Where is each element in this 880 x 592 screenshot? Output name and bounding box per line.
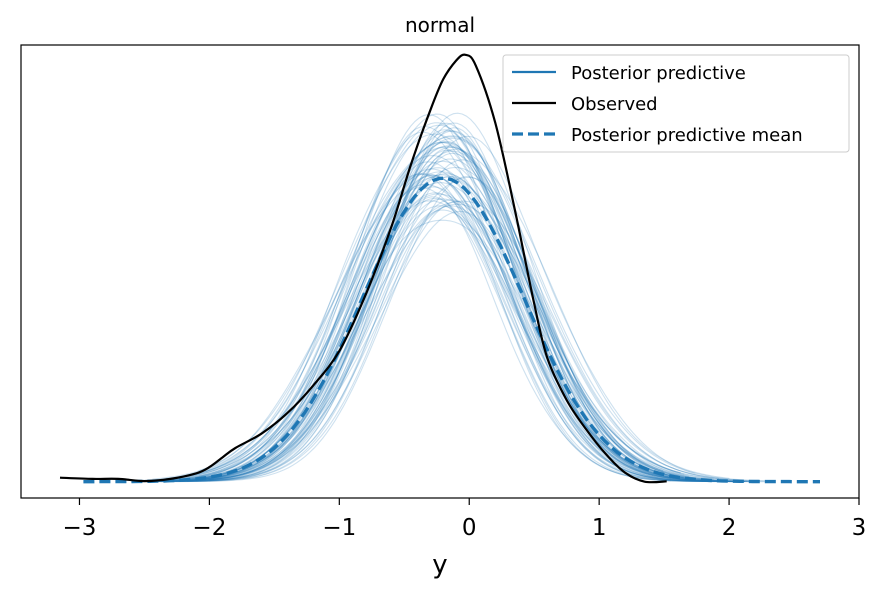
posterior-predictive-sample-line: [162, 140, 733, 483]
posterior-predictive-mean-line: [83, 176, 820, 484]
posterior-predictive-sample-line: [196, 197, 671, 482]
posterior-predictive-sample-line: [131, 176, 664, 483]
posterior-predictive-sample-line: [200, 198, 692, 481]
legend-label-posterior-predictive-mean: Posterior predictive mean: [571, 125, 803, 146]
posterior-predictive-sample-line: [199, 147, 740, 483]
x-tick-label: −2: [192, 515, 226, 541]
posterior-predictive-sample-line: [139, 173, 695, 482]
posterior-predictive-sample-line: [167, 146, 730, 480]
x-axis: −3 −2 −1 0 1 2 3: [63, 498, 867, 541]
posterior-predictive-sample-line: [165, 167, 688, 480]
posterior-predictive-sample-line: [195, 130, 741, 483]
observed-layer: [59, 53, 667, 484]
chart-title: normal: [405, 13, 475, 37]
posterior-predictive-sample-line: [209, 158, 731, 482]
legend: Posterior predictive Observed Posterior …: [502, 54, 850, 153]
posterior-predictive-sample-line: [162, 114, 704, 482]
posterior-predictive-sample-line: [191, 136, 696, 476]
x-tick-label: 1: [592, 515, 607, 541]
posterior-predictive-sample-line: [156, 219, 734, 482]
posterior-predictive-sample-line: [134, 205, 757, 483]
posterior-predictive-sample-line: [152, 125, 690, 480]
posterior-predictive-sample-line: [179, 148, 689, 482]
x-tick-label: −1: [322, 515, 356, 541]
posterior-predictive-sample-line: [209, 122, 741, 483]
posterior-predictive-sample-line: [199, 124, 701, 482]
posterior-predictive-sample-line: [141, 209, 675, 483]
posterior-predictive-sample-line: [184, 122, 685, 482]
posterior-predictive-sample-line: [181, 174, 709, 483]
posterior-predictive-sample-line: [132, 129, 722, 483]
posterior-predictive-sample-line: [196, 135, 767, 482]
posterior-predictive-sample-line: [133, 171, 681, 482]
legend-label-posterior-predictive: Posterior predictive: [571, 63, 746, 84]
x-tick-label: 2: [722, 515, 737, 541]
posterior-predictive-sample-line: [198, 154, 719, 482]
posterior-predictive-sample-line: [160, 112, 678, 483]
posterior-predictive-mean-layer: [83, 176, 820, 484]
legend-label-observed: Observed: [571, 94, 658, 115]
posterior-predictive-sample-line: [168, 174, 765, 482]
posterior-predictive-sample-line: [205, 141, 713, 481]
posterior-predictive-sample-line: [138, 160, 758, 482]
posterior-predictive-sample-line: [175, 203, 745, 483]
x-tick-label: 3: [852, 515, 867, 541]
posterior-predictive-sample-line: [155, 135, 714, 481]
posterior-predictive-sample-line: [151, 152, 703, 483]
posterior-predictive-sample-line: [198, 200, 685, 481]
posterior-predictive-sample-line: [170, 176, 765, 483]
posterior-predictive-sample-line: [168, 183, 746, 483]
posterior-predictive-sample-line: [194, 173, 688, 482]
posterior-predictive-sample-line: [165, 173, 721, 482]
posterior-predictive-sample-line: [183, 127, 733, 482]
posterior-predictive-sample-line: [171, 193, 758, 482]
observed-line: [59, 53, 667, 484]
posterior-predictive-sample-line: [172, 141, 733, 482]
x-tick-label: −3: [63, 515, 97, 541]
posterior-predictive-sample-line: [148, 174, 746, 483]
posterior-predictive-sample-line: [202, 146, 731, 482]
x-axis-label: y: [432, 550, 447, 580]
posterior-predictive-samples: [131, 112, 767, 483]
posterior-predictive-sample-line: [197, 122, 665, 474]
posterior-predictive-sample-line: [192, 192, 710, 483]
posterior-predictive-sample-line: [157, 137, 745, 482]
axes-frame: [20, 44, 860, 499]
posterior-predictive-sample-line: [149, 210, 759, 483]
posterior-predictive-sample-line: [169, 149, 716, 482]
posterior-predictive-sample-line: [189, 166, 720, 480]
plot-area: [59, 53, 820, 484]
x-tick-label: 0: [462, 515, 477, 541]
legend-frame: [502, 54, 850, 153]
posterior-predictive-sample-line: [141, 196, 742, 483]
posterior-predictive-sample-line: [152, 130, 657, 482]
